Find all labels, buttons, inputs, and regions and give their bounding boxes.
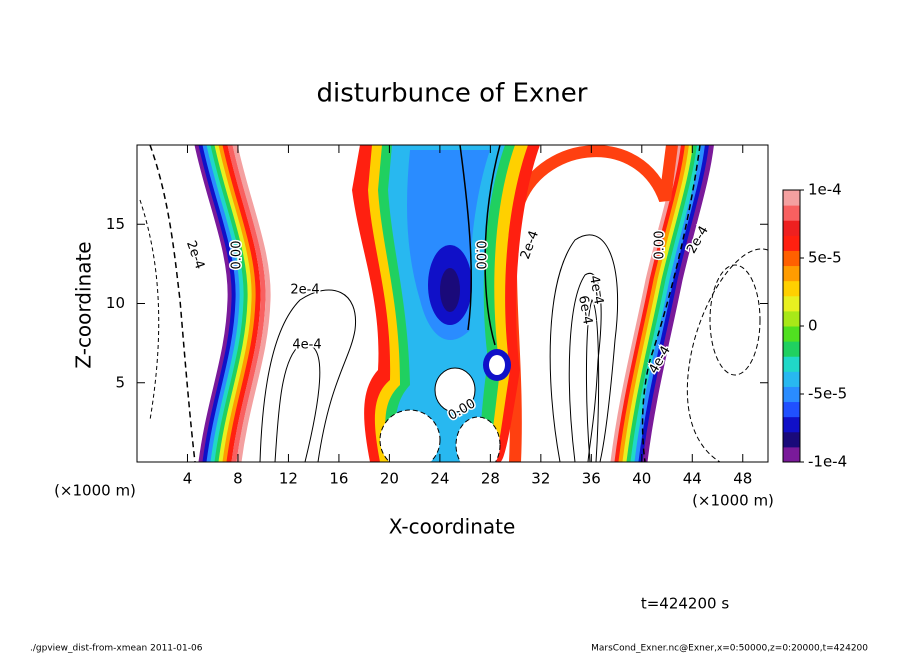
contour-label: 2e-4 — [183, 239, 207, 272]
colorbar-tick-label: 1e-4 — [808, 181, 842, 199]
x-tick-label: 8 — [233, 470, 243, 488]
contour-field — [139, 140, 768, 470]
colorbar-swatch — [783, 326, 800, 342]
colorbar-swatch — [783, 310, 800, 327]
x-axis-title: X-coordinate — [389, 515, 516, 539]
x-tick-label: 4 — [183, 470, 193, 488]
colorbar-tick-label: 5e-5 — [808, 249, 842, 267]
contour-label: 0.00 — [473, 241, 488, 270]
contour-label: 0.00 — [230, 241, 245, 270]
contour-label: 2e-4 — [518, 229, 542, 262]
colorbar-swatch — [783, 235, 800, 251]
left-plume — [196, 140, 268, 470]
colorbar-swatch — [783, 386, 800, 403]
colorbar-tick-label: -5e-5 — [808, 385, 847, 403]
x-unit: (×1000 m) — [54, 482, 136, 500]
x-tick-label: 48 — [733, 470, 752, 488]
contour-label: 4e-4 — [292, 338, 321, 353]
colorbar-swatch — [783, 416, 800, 433]
y-tick-label: 5 — [115, 373, 125, 391]
y-tick-label: 10 — [106, 294, 125, 312]
colorbar-swatch — [783, 265, 800, 282]
footer-left: ./gpview_dist-from-xmean 2011-01-06 — [30, 644, 203, 654]
x-tick-label: 40 — [632, 470, 651, 488]
colorbar-swatch — [783, 220, 800, 236]
colorbar-swatch — [783, 446, 800, 463]
x-tick-label: 36 — [582, 470, 601, 488]
contour-label: 2e-4 — [290, 283, 319, 298]
colorbar-swatch — [783, 280, 800, 297]
x-tick-label: 24 — [430, 470, 449, 488]
contour-label: 0.00 — [653, 231, 668, 260]
footer-right: MarsCond_Exner.nc@Exner,x=0:50000,z=0:20… — [591, 644, 868, 654]
x-tick-label: 12 — [279, 470, 298, 488]
contour-label: 6e-4 — [575, 294, 595, 325]
contour-label: 4e-4 — [586, 274, 606, 305]
colorbar-swatch — [783, 190, 800, 206]
colorbar-swatch — [783, 205, 800, 221]
time-label: t=424200 s — [641, 595, 729, 613]
contour-lines — [139, 145, 768, 462]
chart-title: disturbunce of Exner — [317, 79, 588, 109]
y-tick-label: 15 — [106, 215, 125, 233]
x-tick-label: 32 — [531, 470, 550, 488]
colorbar-swatch — [783, 401, 800, 418]
x-tick-label: 44 — [683, 470, 702, 488]
colorbar-swatch — [783, 341, 800, 357]
colorbar-swatch — [783, 371, 800, 387]
y-axis-title: Z-coordinate — [72, 241, 96, 368]
colorbar-swatch — [783, 295, 800, 312]
colorbar-swatch — [783, 356, 800, 372]
x-tick-label: 16 — [329, 470, 348, 488]
colorbar-swatch — [783, 431, 800, 448]
colorbar-tick-label: 0 — [808, 317, 818, 335]
colorbar-swatch — [783, 250, 800, 267]
x-tick-label: 20 — [380, 470, 399, 488]
x-tick-label: 28 — [481, 470, 500, 488]
colorbar-tick-label: -1e-4 — [808, 453, 847, 471]
y-unit: (×1000 m) — [692, 492, 774, 510]
